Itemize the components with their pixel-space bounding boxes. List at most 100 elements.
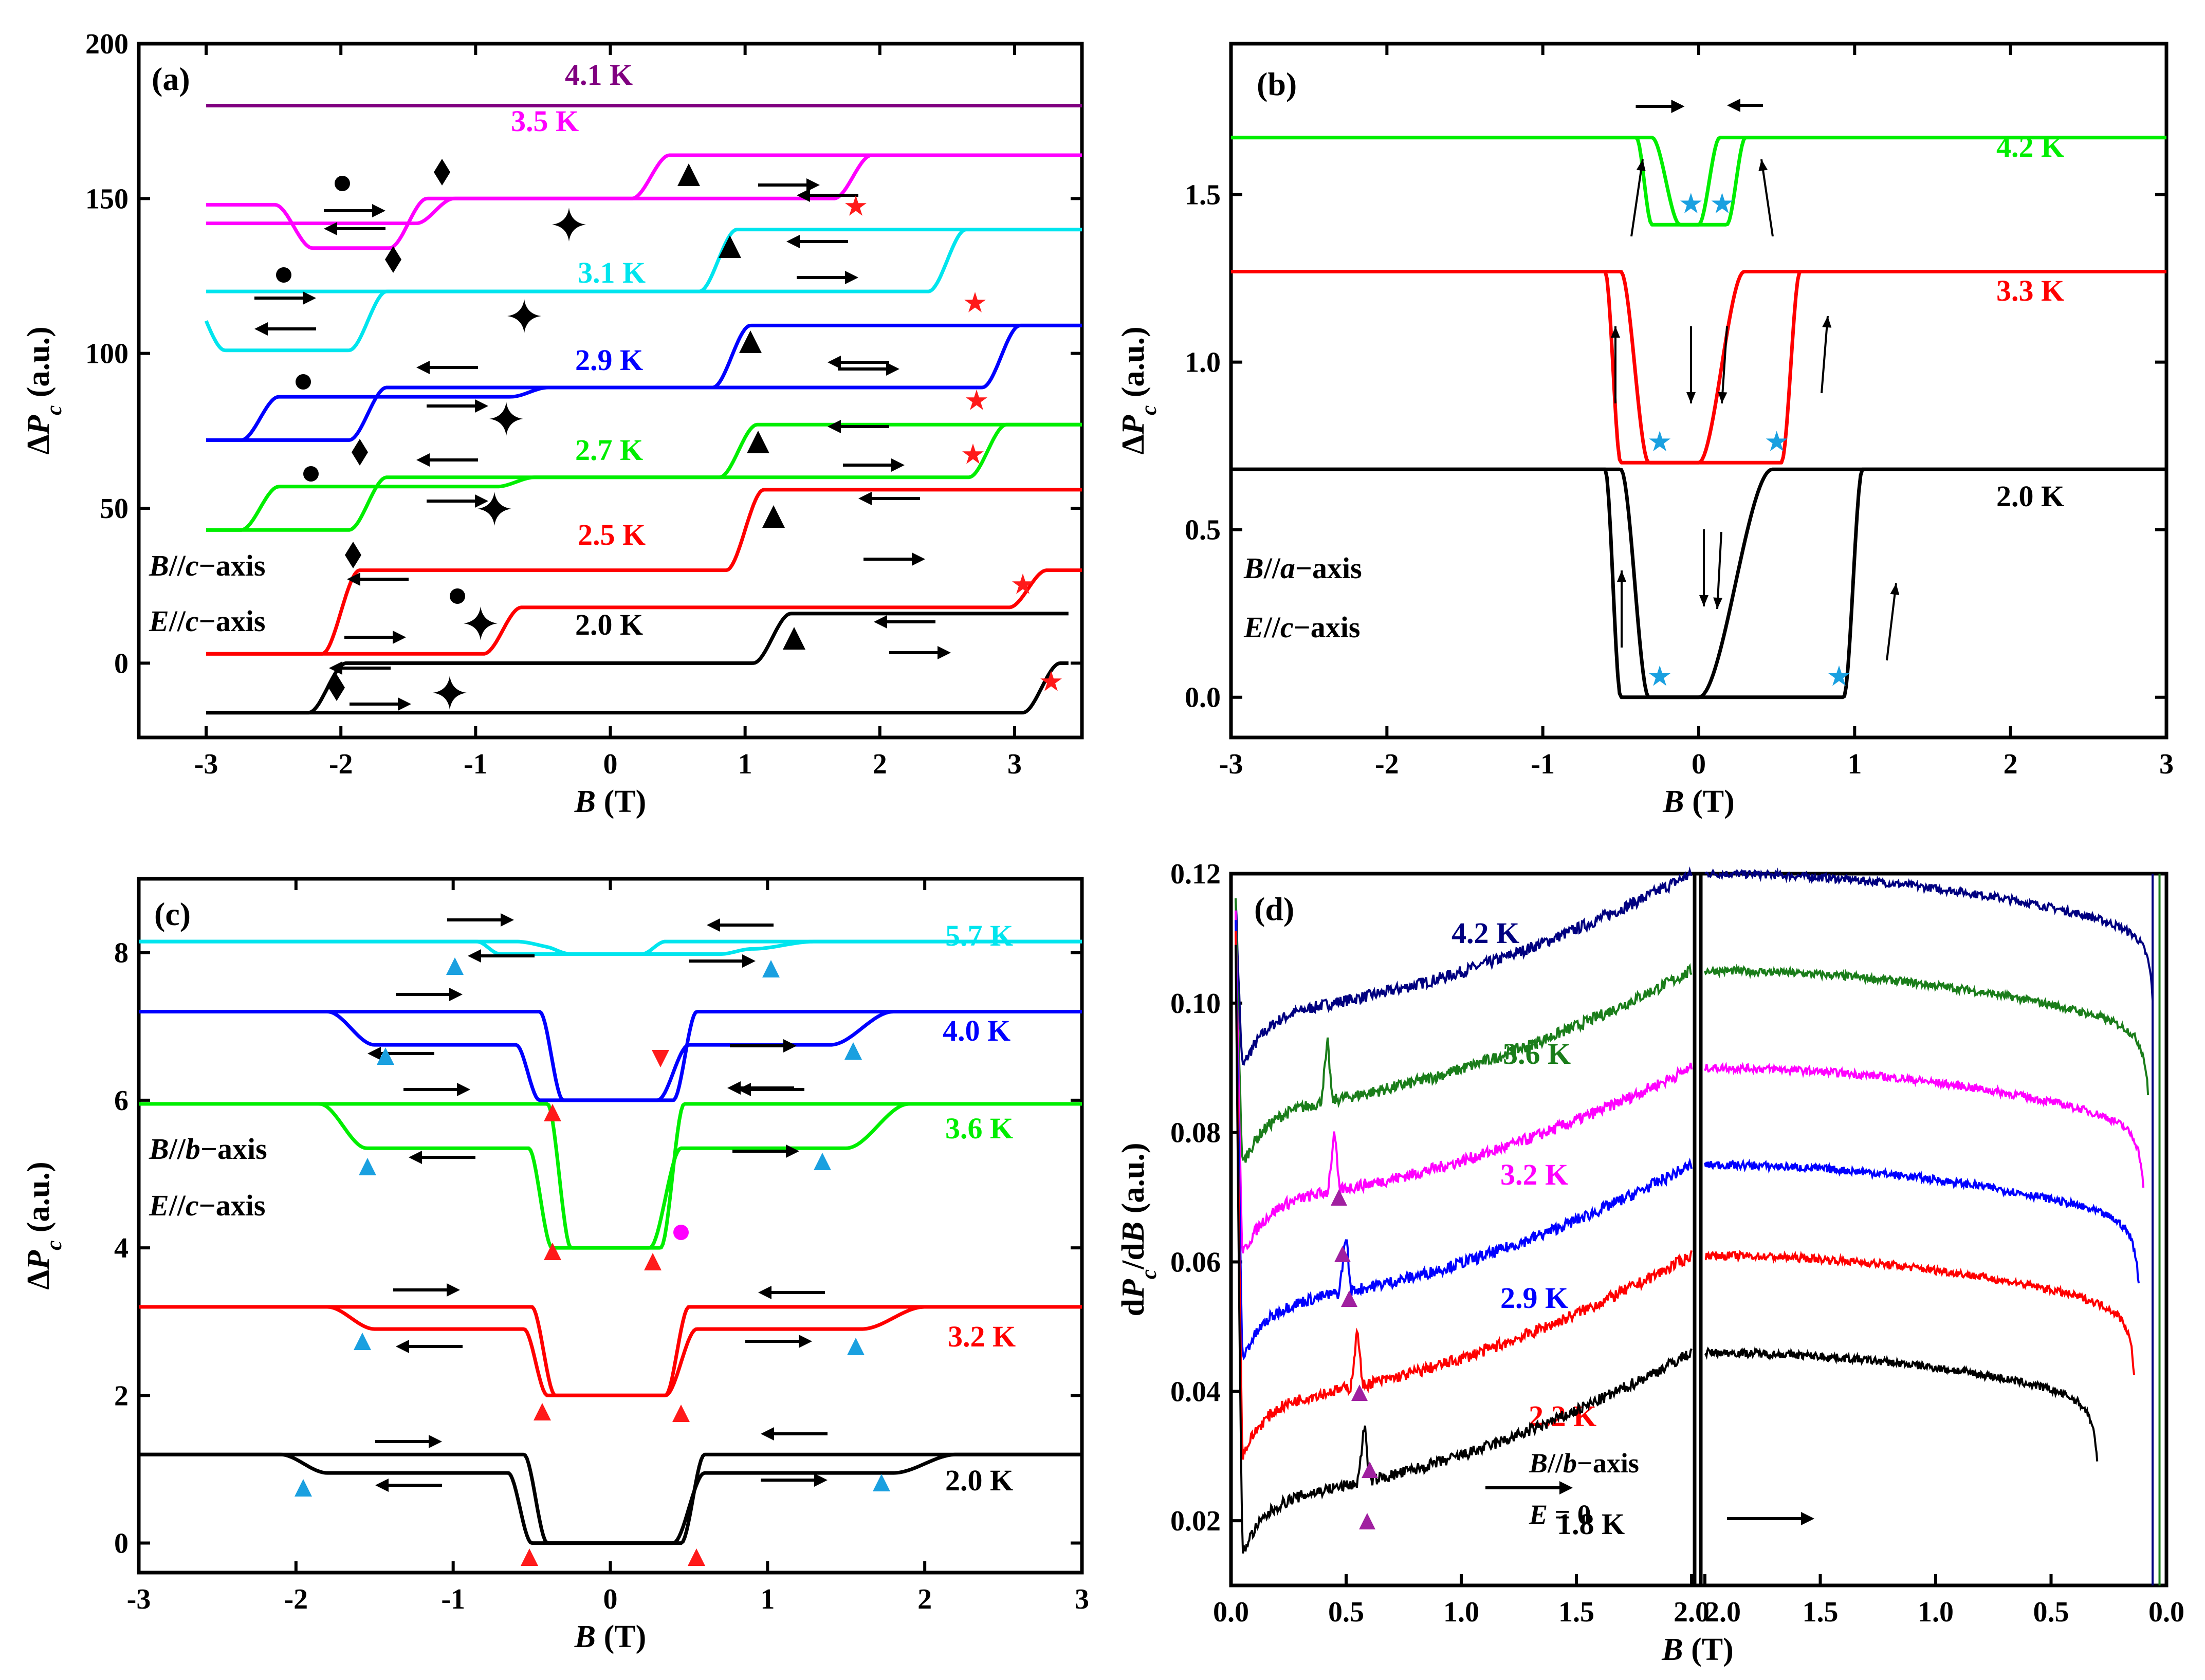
panel-c-direction-arrow-head [468, 949, 481, 963]
panel-c-frame [137, 877, 1084, 1575]
panel-a-label: (a) [152, 61, 190, 97]
panel-a-direction-arrow-head [828, 356, 841, 369]
series-32K-up-branch [139, 1305, 1082, 1397]
panel-a-diamond-marker [345, 542, 361, 568]
series-42K-right-curve [1704, 867, 2154, 1001]
panel-a-direction-arrow-head [393, 631, 406, 644]
series-35K-label: 3.5 K [511, 104, 579, 138]
series-36K-up-branch [139, 1102, 1082, 1250]
panel-c-triangle-marker [534, 1403, 551, 1420]
panel-b-vertical-arrow [1821, 316, 1829, 394]
series-36K-right-curve [1704, 964, 2149, 1096]
panel-b-vertical-arrow-head [1718, 392, 1728, 403]
panel-a-direction-arrow-head [828, 420, 841, 433]
panel-a-y-axis-title: ΔPc (a.u.) [21, 326, 66, 454]
series-25K-down-branch [206, 488, 1082, 656]
panel-a-y-tick-label: 150 [85, 183, 128, 215]
panel-c-direction-arrow-head [814, 1473, 828, 1487]
panel-d-x-tick-label: 1.0 [1918, 1596, 1954, 1628]
panel-a-diamond-marker [352, 439, 368, 466]
series-18K-right-curve [1704, 1346, 2099, 1462]
series-27K-label: 2.7 K [575, 433, 643, 467]
panel-b-y-axis-title: ΔPc (a.u.) [1116, 326, 1161, 454]
panel-d-triangle-marker [1359, 1513, 1375, 1529]
panel-a-triangle-marker [719, 235, 741, 258]
series-20K-label: 2.0 K [945, 1464, 1013, 1497]
series-31K-down-branch [204, 228, 1082, 353]
panel-a-star-marker [964, 292, 986, 312]
panel-a-triangle-marker [747, 431, 769, 453]
panel-b-direction-arrow-head [1727, 99, 1740, 112]
panel-b-x-tick-label: -1 [1531, 748, 1555, 780]
panel-b-vertical-arrow [1886, 583, 1897, 661]
panel-d-y-tick-label: 0.08 [1170, 1117, 1221, 1149]
series-42K-down-branch [1231, 136, 2166, 227]
series-29K-label: 2.9 K [1500, 1281, 1568, 1315]
series-29K-down-branch [206, 323, 1082, 442]
panel-b-y-tick-label: 1.0 [1185, 347, 1221, 379]
series-25K-label: 2.5 K [578, 518, 646, 551]
panel-c-direction-arrow-head [738, 1083, 751, 1096]
panel-c-x-tick-label: 2 [917, 1583, 932, 1615]
panel-a-y-tick-label: 0 [114, 648, 128, 679]
panel-c-x-tick-label: -1 [441, 1583, 465, 1615]
panel-c-direction-arrow-head [447, 1283, 460, 1297]
panel-d-efield-annotation: E = 0 [1529, 1499, 1591, 1530]
panel-a-x-axis-title: B (T) [574, 784, 647, 819]
panel-a-diamond-marker [434, 159, 450, 186]
panel-a-triangle-marker [762, 505, 785, 528]
panel-c-direction-arrow-head [449, 988, 463, 1001]
panel-a-x-tick-label: 3 [1007, 748, 1022, 780]
series-18K-left-curve [1235, 945, 1693, 1554]
panel-b-y-tick-label: 0.0 [1185, 682, 1221, 714]
panel-c-triangle-marker [544, 1104, 561, 1121]
panel-b-vertical-arrow-head [1758, 159, 1768, 172]
series-22K-right-curve [1704, 1250, 2136, 1375]
panel-a-direction-arrow-head [416, 453, 430, 467]
panel-c-label: (c) [154, 896, 191, 932]
series-18K-label: 1.8 K [1557, 1507, 1625, 1541]
panel-c-y-tick-label: 4 [114, 1232, 128, 1264]
panel-c-triangle-marker [377, 1047, 394, 1065]
panel-c-x-axis-title: B (T) [574, 1619, 647, 1654]
panel-a-direction-arrow-head [254, 322, 268, 336]
panel-a-direction-arrow-head [303, 291, 316, 305]
panel-b-vertical-arrow-head [1822, 316, 1832, 328]
panel-c-direction-arrow-head [761, 1427, 774, 1441]
panel-b-star-marker [1711, 193, 1733, 213]
panel-b-vertical-arrow-head [1686, 392, 1696, 403]
panel-c-direction-arrow-head [396, 1340, 409, 1353]
panel-b-x-tick-label: -3 [1219, 748, 1243, 780]
panel-c-circle-marker [673, 1225, 689, 1240]
panel-d-x-tick-label: 1.5 [1558, 1596, 1594, 1628]
series-20K-up-branch [139, 1452, 1082, 1545]
panel-a-triangle-marker [783, 627, 805, 650]
panel-a: -3 -2 -1 0 1 2 3 0 50 100 150 200 (a) B (T) ΔPc (a.u.)… [21, 28, 1084, 819]
panel-d-y-tick-label: 0.06 [1170, 1246, 1221, 1278]
series-57K-down-branch [139, 939, 1082, 956]
panel-a-direction-arrow-head [886, 362, 899, 376]
panel-d-sweep-arrow-head [1801, 1512, 1814, 1525]
panel-c-y-axis-title: ΔPc (a.u.) [21, 1161, 66, 1289]
panel-d-x-tick-label: 1.5 [1803, 1596, 1839, 1628]
panel-a-star-marker [966, 390, 987, 410]
series-25K-up-branch [206, 568, 1082, 656]
panel-c-direction-arrow-head [783, 1039, 797, 1053]
panel-d-x-tick-label: 2.0 [1705, 1596, 1741, 1628]
panel-c-direction-arrow-head [368, 1047, 381, 1060]
panel-b-vertical-arrow-head [1636, 159, 1646, 172]
panel-d-sweep-arrow-head [1559, 1481, 1573, 1494]
panel-b: -3 -2 -1 0 1 2 3 0.0 0.5 1.0 1.5 (b) B (T) ΔPc (a.u.)… [1116, 42, 2174, 819]
series-22K-left-curve [1235, 931, 1693, 1460]
series-57K-label: 5.7 K [945, 919, 1013, 952]
panel-a-sparkle-marker [489, 402, 523, 436]
panel-b-vertical-arrow-head [1611, 326, 1620, 338]
panel-a-x-tick-label: 2 [873, 748, 887, 780]
panel-d-y-tick-label: 0.10 [1170, 988, 1221, 1020]
panel-d-triangle-marker [1331, 1189, 1347, 1206]
panel-c-field-annotation: B//b−axis [149, 1132, 267, 1166]
panel-a-sparkle-marker [507, 299, 541, 333]
panel-b-vertical-arrow [1716, 531, 1722, 610]
panel-d-y-tick-label: 0.04 [1170, 1376, 1221, 1408]
panel-b-vertical-arrow [1721, 326, 1728, 404]
